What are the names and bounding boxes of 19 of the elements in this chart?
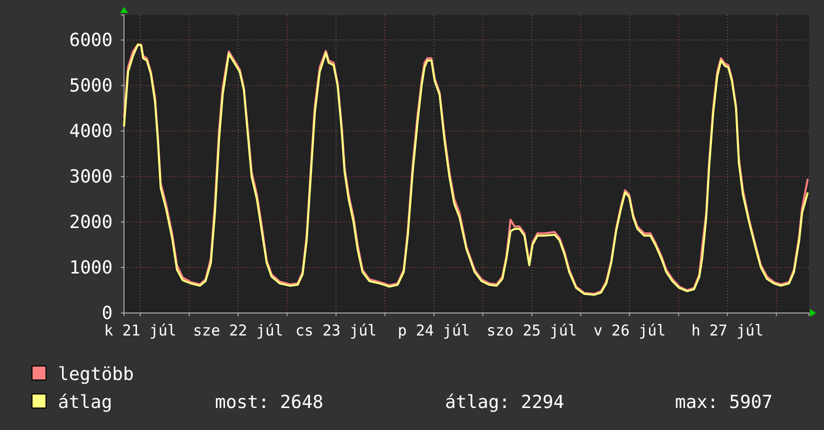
x-tick-label: sze 22 júl [193, 322, 284, 340]
y-tick-label: 4000 [69, 120, 113, 142]
y-tick-label: 1000 [69, 257, 113, 278]
x-tick-label: k 21 júl [104, 322, 176, 340]
y-tick-label: 3000 [69, 166, 113, 188]
x-tick-label: szo 25 júl [486, 322, 577, 340]
x-tick-label: h 27 júl [691, 322, 764, 340]
x-tick-label: v 26 júl [593, 322, 666, 340]
x-tick-label: cs 23 júl [295, 322, 377, 340]
y-tick-label: 6000 [69, 30, 113, 51]
text: max: 5907 [675, 392, 773, 413]
y-tick-label: 5000 [69, 75, 113, 96]
y-tick-label: 2000 [69, 212, 113, 233]
y-tick-label: 0 [102, 302, 113, 324]
legend-label: legtöbb [58, 364, 134, 385]
legend-label: átlag [58, 392, 112, 413]
text: most: 2648 [215, 392, 324, 413]
x-tick-label: p 24 júl [398, 322, 470, 340]
text: átlag: 2294 [445, 392, 564, 413]
